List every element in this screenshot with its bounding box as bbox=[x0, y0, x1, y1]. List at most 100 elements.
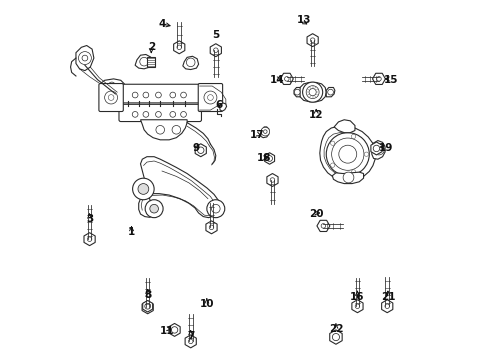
Circle shape bbox=[364, 152, 368, 156]
Circle shape bbox=[145, 200, 163, 218]
Text: 17: 17 bbox=[249, 130, 264, 140]
Circle shape bbox=[373, 144, 384, 155]
Polygon shape bbox=[381, 300, 392, 313]
Polygon shape bbox=[185, 335, 196, 348]
Circle shape bbox=[169, 112, 175, 117]
Circle shape bbox=[302, 82, 322, 102]
Polygon shape bbox=[306, 34, 318, 46]
Polygon shape bbox=[142, 301, 152, 312]
Polygon shape bbox=[195, 144, 206, 157]
Circle shape bbox=[142, 112, 148, 117]
Text: 8: 8 bbox=[144, 290, 151, 300]
Text: 15: 15 bbox=[384, 75, 398, 85]
Polygon shape bbox=[329, 330, 342, 344]
Polygon shape bbox=[319, 126, 375, 181]
Polygon shape bbox=[76, 45, 94, 71]
Circle shape bbox=[142, 92, 148, 98]
Polygon shape bbox=[264, 153, 274, 164]
Circle shape bbox=[325, 133, 368, 176]
Circle shape bbox=[197, 147, 203, 153]
Polygon shape bbox=[324, 133, 365, 175]
Circle shape bbox=[327, 89, 333, 95]
Polygon shape bbox=[210, 44, 221, 57]
Polygon shape bbox=[293, 87, 300, 97]
Circle shape bbox=[206, 200, 224, 218]
Circle shape bbox=[138, 184, 148, 194]
Polygon shape bbox=[266, 174, 278, 186]
Circle shape bbox=[263, 130, 266, 134]
Text: 2: 2 bbox=[147, 42, 155, 52]
Text: 12: 12 bbox=[308, 111, 323, 121]
Circle shape bbox=[156, 126, 164, 134]
Circle shape bbox=[188, 339, 193, 344]
Text: 19: 19 bbox=[378, 143, 392, 153]
Circle shape bbox=[132, 92, 138, 98]
FancyBboxPatch shape bbox=[99, 84, 123, 112]
Polygon shape bbox=[280, 73, 293, 85]
Text: 1: 1 bbox=[128, 227, 135, 237]
Polygon shape bbox=[219, 103, 226, 111]
Circle shape bbox=[209, 225, 213, 230]
Polygon shape bbox=[205, 221, 217, 234]
Text: 11: 11 bbox=[160, 325, 174, 336]
Circle shape bbox=[177, 45, 181, 50]
Polygon shape bbox=[333, 120, 354, 133]
Circle shape bbox=[308, 89, 316, 96]
Polygon shape bbox=[370, 142, 381, 155]
Polygon shape bbox=[325, 87, 334, 97]
Text: 6: 6 bbox=[215, 100, 223, 110]
Circle shape bbox=[213, 48, 218, 53]
Circle shape bbox=[169, 92, 175, 98]
Polygon shape bbox=[139, 157, 219, 218]
Circle shape bbox=[186, 58, 195, 67]
Text: 13: 13 bbox=[296, 15, 310, 26]
Circle shape bbox=[155, 112, 161, 117]
Polygon shape bbox=[332, 172, 363, 184]
Polygon shape bbox=[169, 323, 180, 336]
Circle shape bbox=[149, 204, 158, 213]
Circle shape bbox=[211, 204, 220, 213]
Circle shape bbox=[180, 112, 186, 117]
Polygon shape bbox=[316, 220, 329, 231]
Polygon shape bbox=[100, 79, 124, 91]
Polygon shape bbox=[84, 233, 95, 246]
Polygon shape bbox=[372, 73, 385, 85]
Circle shape bbox=[203, 91, 217, 104]
Circle shape bbox=[172, 126, 180, 134]
Circle shape bbox=[82, 55, 88, 61]
Polygon shape bbox=[371, 140, 384, 159]
Circle shape bbox=[351, 170, 355, 174]
Circle shape bbox=[144, 303, 150, 309]
Circle shape bbox=[145, 305, 150, 310]
Text: 5: 5 bbox=[212, 30, 219, 40]
Circle shape bbox=[330, 141, 334, 145]
Polygon shape bbox=[260, 127, 268, 138]
Circle shape bbox=[261, 127, 269, 136]
Polygon shape bbox=[140, 120, 187, 140]
Circle shape bbox=[207, 95, 213, 100]
Circle shape bbox=[87, 237, 92, 242]
Circle shape bbox=[266, 156, 272, 161]
Text: 7: 7 bbox=[186, 331, 194, 341]
Bar bbox=[147, 57, 155, 67]
Text: 3: 3 bbox=[86, 215, 93, 224]
Circle shape bbox=[140, 57, 148, 66]
Circle shape bbox=[310, 38, 314, 42]
Polygon shape bbox=[298, 82, 325, 102]
Circle shape bbox=[305, 86, 319, 99]
Circle shape bbox=[284, 77, 288, 81]
Circle shape bbox=[330, 163, 334, 167]
Circle shape bbox=[351, 134, 355, 139]
Text: 20: 20 bbox=[308, 209, 323, 219]
Circle shape bbox=[108, 95, 114, 100]
Circle shape bbox=[132, 112, 138, 117]
Circle shape bbox=[332, 333, 339, 341]
Circle shape bbox=[155, 92, 161, 98]
Polygon shape bbox=[173, 41, 184, 54]
Circle shape bbox=[354, 304, 359, 309]
Polygon shape bbox=[142, 301, 153, 314]
Circle shape bbox=[376, 77, 381, 81]
Text: 4: 4 bbox=[158, 19, 165, 29]
Circle shape bbox=[331, 138, 363, 170]
Circle shape bbox=[338, 145, 356, 163]
